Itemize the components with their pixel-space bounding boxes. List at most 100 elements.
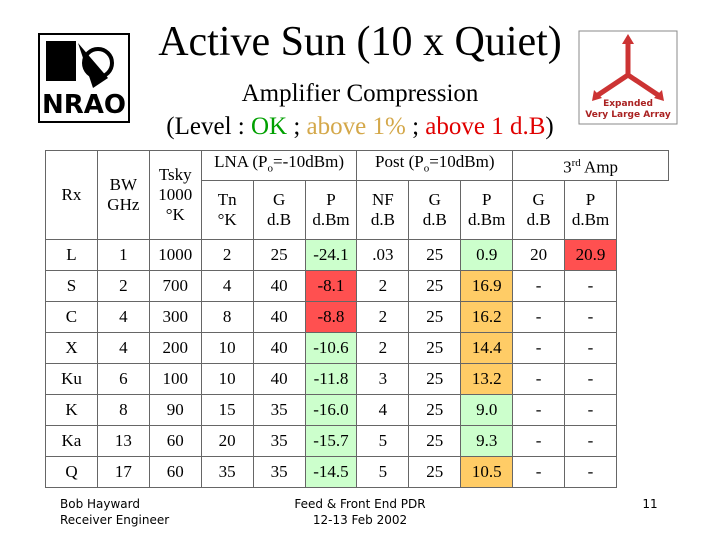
header-line: P (326, 190, 336, 209)
table-cell: 40 (252, 363, 306, 395)
table-cell: 10 (200, 332, 254, 364)
table-cell: 0.9 (460, 239, 514, 271)
table-cell: -14.5 (304, 456, 358, 488)
table-cell: 25 (408, 270, 462, 302)
legend-item: OK (250, 113, 288, 140)
table-cell: - (512, 332, 566, 364)
table-cell: 35 (252, 425, 306, 457)
header-line: P (585, 190, 596, 209)
table-cell: - (564, 332, 617, 364)
table-cell: 200 (148, 332, 202, 364)
nrao-text: NRAO (42, 90, 126, 120)
table-cell: Q (45, 456, 98, 488)
table-cell: -8.8 (304, 301, 358, 333)
table-cell: 2 (356, 332, 410, 364)
table-cell: 25 (408, 363, 462, 395)
table-cell: - (564, 363, 617, 395)
subtitle: Amplifier Compression (241, 80, 479, 107)
table-cell: Ka (45, 425, 98, 457)
header-line: d.Bm (571, 210, 610, 229)
column-header: NF d.B (356, 180, 410, 240)
header-line: G (532, 190, 545, 209)
table-cell: 90 (148, 394, 202, 426)
table-cell: 16.2 (460, 301, 514, 333)
table-row: Q 17 60 35 35 -14.5 5 25 10.5- - (45, 456, 669, 488)
table-cell: 25 (408, 239, 462, 271)
header-line: NF (372, 190, 394, 209)
group-header-part: o (423, 162, 430, 175)
legend-prefix: (Level : (166, 113, 245, 140)
table-cell: 700 (148, 270, 202, 302)
header-line: Tn (217, 190, 237, 209)
table-cell: -16.0 (304, 394, 358, 426)
table-cell: 16.9 (460, 270, 514, 302)
table-cell: - (564, 425, 617, 457)
table-cell: 1 (96, 239, 150, 271)
page-number: 11 (642, 497, 658, 511)
table-row: Ku 6 100 10 40 -11.8 3 25 13.2- - (45, 363, 669, 395)
table-cell: 10.5 (460, 456, 514, 488)
header-line: Tsky (158, 165, 192, 184)
author-name: Bob Hayward (60, 497, 140, 511)
legend-separator: ; (293, 113, 301, 140)
header-line: G (272, 190, 286, 209)
group-header-part: LNA (P (214, 152, 268, 172)
table-cell: 8 (96, 394, 150, 426)
table-cell: - (564, 456, 617, 488)
header-line: GHz (107, 195, 140, 214)
header-line: d.B (422, 210, 447, 229)
table-cell: 5 (356, 425, 410, 457)
group-header-part: =-10dBm) (273, 152, 344, 172)
group-header: LNA (Po=-10dBm) (200, 150, 358, 181)
table-cell: 35 (252, 394, 306, 426)
table-row: S 2 700 4 40 -8.1 2 25 16.9- - (45, 270, 669, 302)
table-cell: 4 (96, 301, 150, 333)
table-cell: 40 (252, 270, 306, 302)
header-row: Rx BW GHz Tsky 1000 °K LNA (Po=-10dBm) Post (Po… (45, 150, 669, 240)
evla-text: Expanded (603, 99, 653, 109)
column-header: Rx (45, 150, 98, 240)
table-cell: X (45, 332, 98, 364)
nrao-logo: NRAO (38, 33, 130, 123)
table-cell: 300 (148, 301, 202, 333)
legend-item: above 1% (306, 113, 406, 140)
legend-separator: ; (412, 113, 420, 140)
table-cell: 40 (252, 332, 306, 364)
table-cell: L (45, 239, 98, 271)
table-cell: - (512, 301, 566, 333)
table-cell: - (512, 270, 566, 302)
table-cell: C (45, 301, 98, 333)
table-cell: - (512, 394, 566, 426)
group-header-part: =10dBm) (429, 152, 495, 172)
author: Bob Hayward Receiver Engineer (60, 496, 169, 528)
header-line: d.B (267, 210, 292, 229)
table-cell: 25 (408, 394, 462, 426)
evla-text: Very Large Array (585, 110, 671, 120)
header-line: Rx (61, 185, 82, 204)
table-cell: 25 (408, 301, 462, 333)
table-row: C 4 300 8 40 -8.8 2 25 16.2- - (45, 301, 669, 333)
table-cell: 2 (200, 239, 254, 271)
table-cell: - (512, 425, 566, 457)
table-cell: 40 (252, 301, 306, 333)
group-header: 3rd Amp (512, 150, 669, 181)
header-line: °K (217, 210, 237, 229)
group-header-part: Post (P (375, 152, 424, 172)
table-cell: 5 (356, 456, 410, 488)
header-line: d.B (370, 210, 395, 229)
table-cell: 35 (252, 456, 306, 488)
group-header-part: Amp (580, 157, 619, 177)
compression-table: Rx BW GHz Tsky 1000 °K LNA (Po=-10dBm) Post (Po… (45, 150, 669, 488)
table-cell: 25 (408, 332, 462, 364)
table-cell: -11.8 (304, 363, 358, 395)
event-name: Feed & Front End PDR (294, 497, 426, 511)
table-cell: -8.1 (304, 270, 358, 302)
table-cell: 60 (148, 425, 202, 457)
table-cell: 6 (96, 363, 150, 395)
table-cell: S (45, 270, 98, 302)
table-cell: 25 (408, 425, 462, 457)
